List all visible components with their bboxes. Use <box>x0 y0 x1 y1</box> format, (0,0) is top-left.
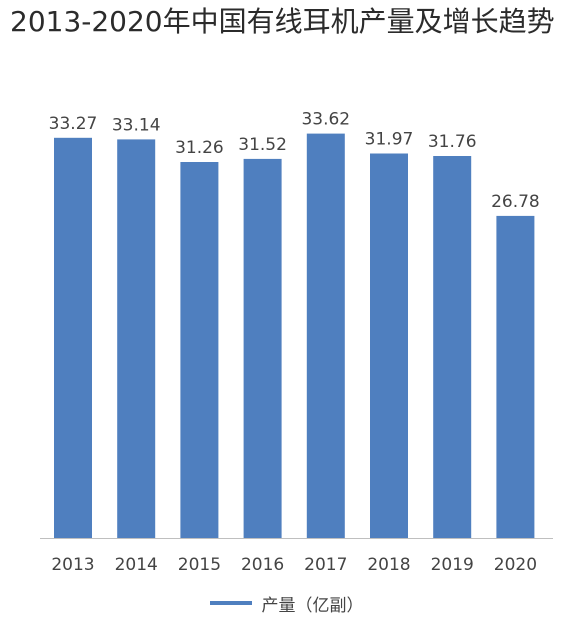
legend-label: 产量（亿副） <box>261 595 364 616</box>
x-tick-label-2018: 2018 <box>367 555 410 575</box>
data-label-2013: 33.27 <box>49 114 98 134</box>
bar-2020 <box>496 215 535 538</box>
x-tick-label-2016: 2016 <box>241 555 284 575</box>
bar-2017 <box>306 133 345 538</box>
x-tick-label-2017: 2017 <box>304 555 347 575</box>
bar-2019 <box>433 156 472 538</box>
data-label-2015: 31.26 <box>175 138 224 158</box>
x-tick-label-2013: 2013 <box>51 555 94 575</box>
data-label-2017: 33.62 <box>301 110 350 130</box>
x-tick-label-2015: 2015 <box>178 555 221 575</box>
bar-2013 <box>54 137 92 539</box>
x-tick-label-2019: 2019 <box>431 555 474 575</box>
bar-2015 <box>180 162 219 538</box>
x-tick-label-2014: 2014 <box>115 555 158 575</box>
data-label-2019: 31.76 <box>428 132 477 152</box>
chart-title: 2013-2020年中国有线耳机产量及增长趋势 <box>10 5 555 38</box>
legend: 产量（亿副） <box>0 588 573 618</box>
bar-2016 <box>243 158 282 538</box>
data-label-2016: 31.52 <box>238 135 287 155</box>
x-tick-label-2020: 2020 <box>494 555 537 575</box>
data-label-2018: 31.97 <box>365 130 414 150</box>
bar-2018 <box>370 153 408 538</box>
legend-swatch <box>209 601 252 605</box>
data-label-2014: 33.14 <box>112 115 161 135</box>
bar-2014 <box>117 139 156 538</box>
data-label-2020: 26.78 <box>491 192 540 212</box>
